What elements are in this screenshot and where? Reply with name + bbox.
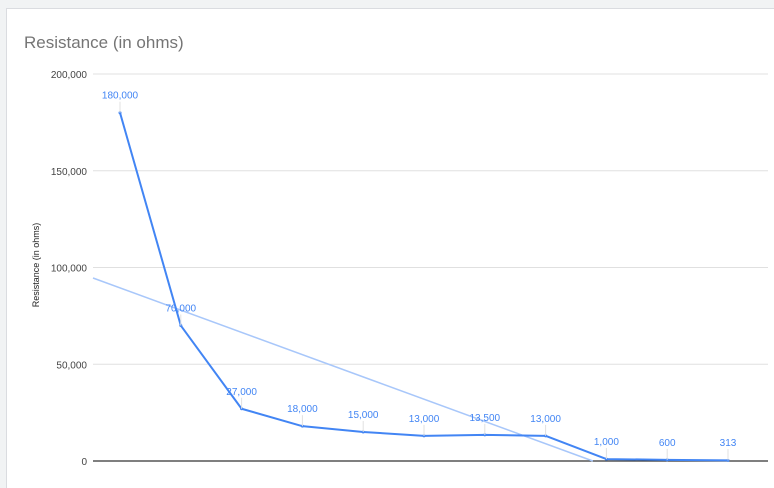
data-label: 313 [720, 438, 737, 449]
data-label: 13,000 [409, 414, 440, 425]
y-tick-label: 150,000 [51, 167, 88, 178]
data-label: 600 [659, 438, 676, 449]
data-label: 1,000 [594, 437, 619, 448]
chart-card: Resistance (in ohms) [6, 8, 774, 488]
y-tick-label: 200,000 [51, 70, 88, 81]
data-label: 13,500 [470, 413, 501, 424]
y-tick-label: 50,000 [56, 360, 87, 371]
data-label: 15,000 [348, 410, 379, 421]
y-tick-label: 100,000 [51, 264, 88, 275]
data-label: 27,000 [226, 387, 257, 398]
data-label: 180,000 [102, 91, 139, 102]
data-label: 18,000 [287, 404, 318, 415]
y-tick-label: 0 [81, 457, 87, 468]
data-label: 70,000 [166, 304, 197, 315]
chart-title: Resistance (in ohms) [24, 33, 184, 52]
series-line [119, 112, 729, 462]
data-label: 13,000 [530, 414, 561, 425]
y-axis-label: Resistance (in ohms) [31, 223, 41, 308]
